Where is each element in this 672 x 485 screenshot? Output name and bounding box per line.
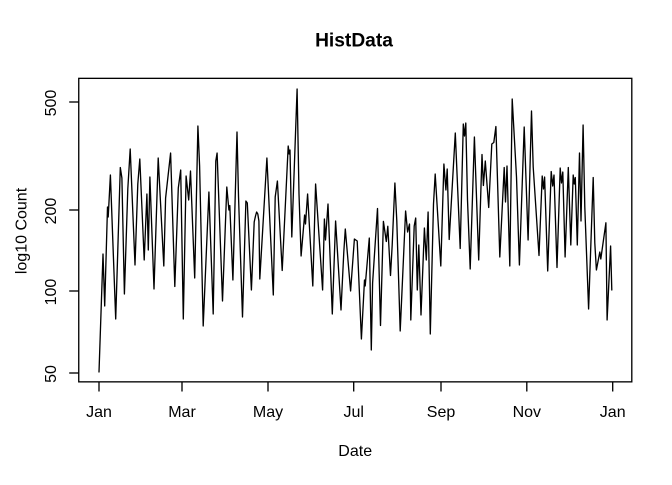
- svg-text:100: 100: [43, 279, 60, 306]
- svg-text:May: May: [253, 404, 283, 421]
- svg-text:log10 Count: log10 Count: [13, 187, 30, 274]
- svg-text:Mar: Mar: [168, 404, 196, 421]
- svg-text:Sep: Sep: [427, 404, 456, 421]
- svg-text:HistData: HistData: [315, 30, 393, 51]
- svg-text:Jan: Jan: [600, 404, 626, 421]
- svg-text:Nov: Nov: [513, 404, 541, 421]
- svg-text:500: 500: [43, 90, 60, 117]
- svg-text:Date: Date: [338, 443, 372, 460]
- svg-text:50: 50: [43, 365, 60, 383]
- svg-text:Jul: Jul: [343, 404, 363, 421]
- svg-text:Jan: Jan: [86, 404, 112, 421]
- svg-text:200: 200: [43, 198, 60, 225]
